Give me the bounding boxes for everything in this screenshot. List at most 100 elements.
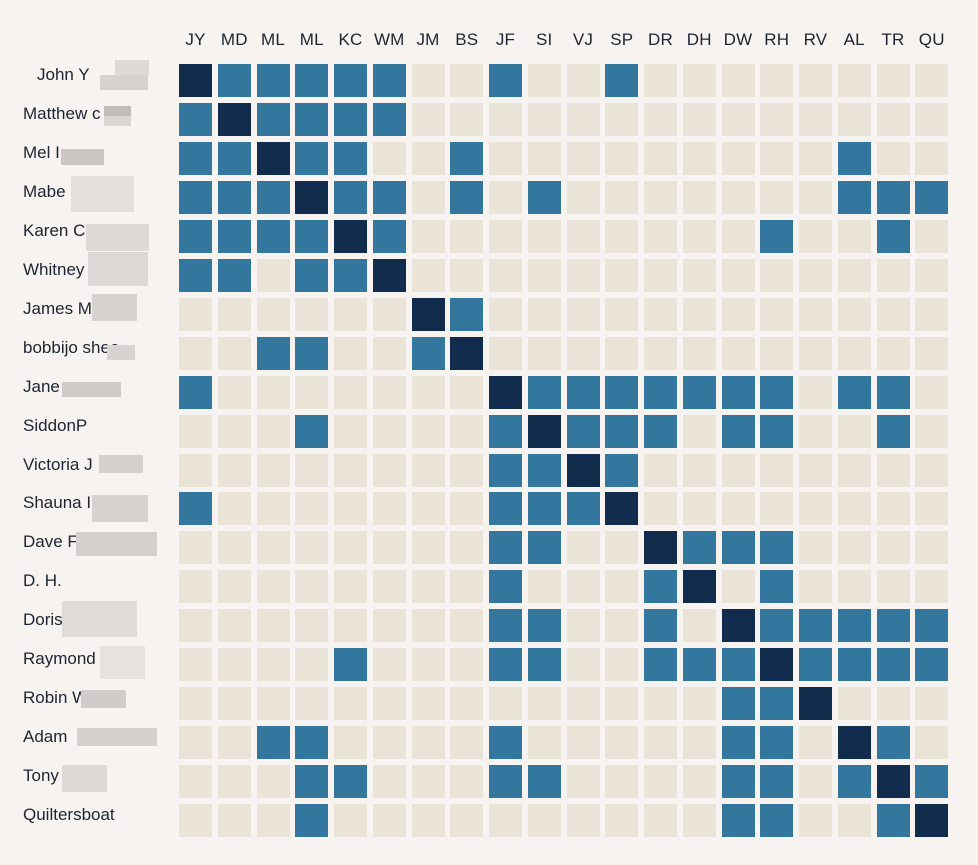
column-label: QU: [918, 30, 945, 49]
matrix-cell-empty: [799, 492, 832, 525]
matrix-cell-shared: [722, 687, 755, 720]
matrix-cell-empty: [760, 181, 793, 214]
redaction-blur: [115, 60, 149, 75]
matrix-cell-self: [489, 376, 522, 409]
matrix-cell-empty: [412, 492, 445, 525]
matrix-cell-self: [334, 220, 367, 253]
matrix-cell-shared: [295, 64, 328, 97]
matrix-cell-empty: [838, 454, 871, 487]
matrix-cell-empty: [915, 531, 948, 564]
row-label: Shauna I: [23, 493, 92, 513]
row-label: Mabe: [23, 181, 66, 201]
matrix-cell-empty: [412, 531, 445, 564]
matrix-cell-empty: [257, 531, 290, 564]
matrix-cell-empty: [799, 337, 832, 370]
column-label: BS: [455, 30, 479, 49]
matrix-cell-shared: [760, 609, 793, 642]
matrix-cell-empty: [218, 492, 251, 525]
matrix-cell-shared: [295, 726, 328, 759]
matrix-cell-shared: [877, 648, 910, 681]
column-label: ML: [260, 30, 286, 49]
matrix-cell-shared: [528, 609, 561, 642]
redaction-blur: [92, 294, 137, 321]
matrix-cell-empty: [567, 64, 600, 97]
matrix-cell-empty: [179, 726, 212, 759]
matrix-cell-shared: [760, 804, 793, 837]
matrix-cell-empty: [567, 765, 600, 798]
matrix-cell-shared: [722, 648, 755, 681]
matrix-cell-shared: [799, 609, 832, 642]
matrix-cell-shared: [489, 648, 522, 681]
matrix-cell-empty: [760, 64, 793, 97]
matrix-cell-empty: [412, 142, 445, 175]
matrix-cell-empty: [915, 142, 948, 175]
matrix-cell-empty: [567, 726, 600, 759]
matrix-cell-shared: [605, 415, 638, 448]
redaction-blur: [77, 728, 157, 746]
matrix-cell-empty: [450, 454, 483, 487]
matrix-cell-shared: [179, 259, 212, 292]
matrix-cell-empty: [179, 687, 212, 720]
matrix-cell-empty: [528, 337, 561, 370]
matrix-cell-empty: [915, 492, 948, 525]
matrix-cell-empty: [683, 220, 716, 253]
matrix-cell-empty: [450, 259, 483, 292]
matrix-cell-empty: [915, 454, 948, 487]
matrix-cell-shared: [489, 64, 522, 97]
matrix-cell-shared: [838, 376, 871, 409]
matrix-cell-empty: [605, 531, 638, 564]
matrix-cell-self: [838, 726, 871, 759]
matrix-cell-shared: [257, 181, 290, 214]
matrix-cell-empty: [605, 804, 638, 837]
matrix-cell-empty: [605, 648, 638, 681]
matrix-cell-empty: [838, 259, 871, 292]
matrix-cell-empty: [257, 415, 290, 448]
matrix-cell-empty: [644, 804, 677, 837]
matrix-cell-empty: [605, 687, 638, 720]
matrix-cell-empty: [295, 298, 328, 331]
matrix-cell-empty: [218, 454, 251, 487]
matrix-cell-shared: [373, 181, 406, 214]
redaction-blur: [61, 149, 104, 165]
matrix-cell-empty: [644, 259, 677, 292]
redaction-blur: [62, 382, 121, 397]
matrix-cell-shared: [295, 337, 328, 370]
matrix-cell-empty: [605, 181, 638, 214]
matrix-cell-empty: [567, 804, 600, 837]
matrix-cell-empty: [218, 415, 251, 448]
redaction-blur: [62, 765, 107, 792]
matrix-cell-empty: [373, 570, 406, 603]
matrix-cell-empty: [412, 259, 445, 292]
matrix-cell-shared: [373, 220, 406, 253]
matrix-cell-empty: [799, 142, 832, 175]
matrix-cell-empty: [373, 804, 406, 837]
matrix-cell-empty: [567, 687, 600, 720]
matrix-cell-empty: [334, 337, 367, 370]
row-label: bobbijo shee..: [23, 337, 129, 357]
row-label: Raymond: [23, 649, 96, 669]
matrix-cell-empty: [450, 609, 483, 642]
matrix-cell-shared: [683, 648, 716, 681]
matrix-cell-shared: [489, 765, 522, 798]
row-label: D. H.: [23, 571, 62, 591]
matrix-cell-empty: [605, 765, 638, 798]
matrix-cell-empty: [179, 415, 212, 448]
matrix-cell-shared: [528, 765, 561, 798]
matrix-cell-self: [295, 181, 328, 214]
matrix-cell-empty: [760, 492, 793, 525]
matrix-cell-empty: [257, 298, 290, 331]
matrix-cell-empty: [489, 298, 522, 331]
matrix-cell-shared: [877, 376, 910, 409]
column-label: TR: [881, 30, 905, 49]
row-label: SiddonP: [23, 415, 88, 435]
matrix-cell-empty: [605, 726, 638, 759]
matrix-cell-empty: [644, 298, 677, 331]
matrix-cell-shared: [334, 259, 367, 292]
matrix-cell-empty: [489, 142, 522, 175]
matrix-cell-empty: [489, 103, 522, 136]
matrix-cell-shared: [334, 181, 367, 214]
matrix-cell-empty: [722, 103, 755, 136]
matrix-cell-empty: [373, 142, 406, 175]
matrix-cell-shared: [644, 376, 677, 409]
matrix-cell-empty: [567, 337, 600, 370]
